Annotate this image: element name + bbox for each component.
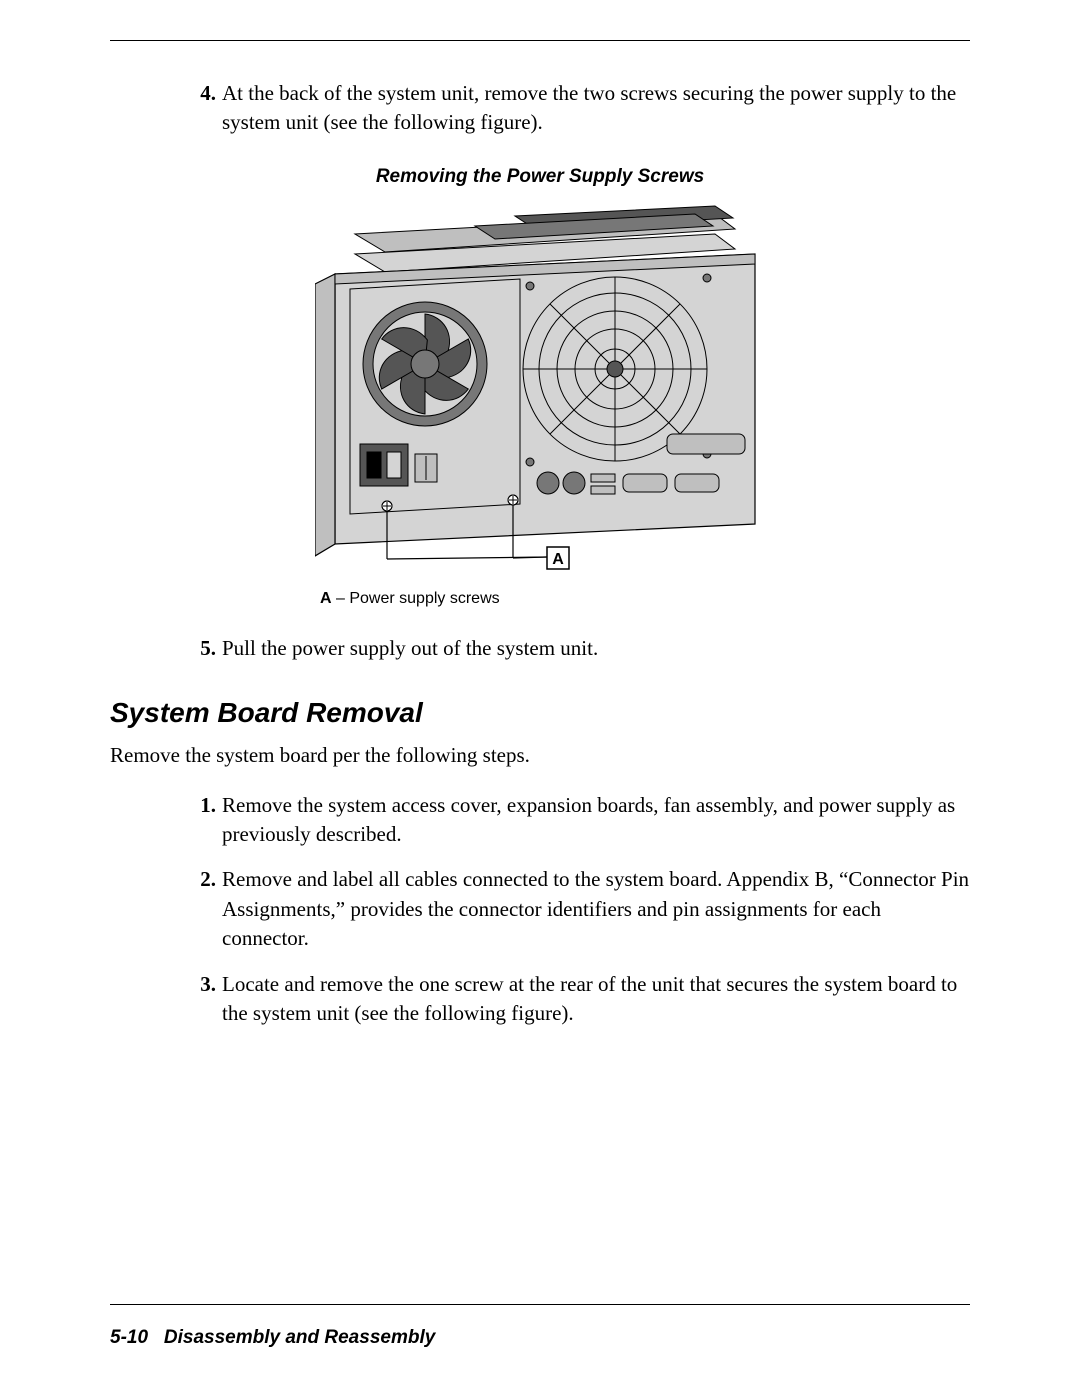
figure-power-supply-screws: A [315, 204, 765, 584]
step-number: 4. [190, 79, 216, 138]
steps-list: 1. Remove the system access cover, expan… [110, 791, 970, 1029]
figure-caption: Removing the Power Supply Screws [110, 166, 970, 188]
section-intro: Remove the system board per the followin… [110, 741, 970, 770]
step-text: Remove and label all cables connected to… [222, 865, 970, 953]
section-heading: System Board Removal [110, 697, 970, 729]
callout-a-label: A [552, 551, 564, 568]
step-text: Locate and remove the one screw at the r… [222, 970, 970, 1029]
step-number: 2. [190, 865, 216, 953]
step-5: 5. Pull the power supply out of the syst… [190, 634, 970, 663]
step-text: Remove the system access cover, expansio… [222, 791, 970, 850]
page-footer: 5-10 Disassembly and Reassembly [110, 1327, 435, 1349]
list-item: 3. Locate and remove the one screw at th… [190, 970, 970, 1029]
top-rule [110, 40, 970, 41]
step-text: Pull the power supply out of the system … [222, 634, 970, 663]
step-4: 4. At the back of the system unit, remov… [190, 79, 970, 138]
step-number: 5. [190, 634, 216, 663]
footer-title: Disassembly and Reassembly [164, 1327, 435, 1348]
bottom-rule [110, 1304, 970, 1305]
step-number: 1. [190, 791, 216, 850]
figure-legend-text: – Power supply screws [332, 590, 500, 607]
figure-legend-key: A [320, 590, 332, 607]
list-item: 2. Remove and label all cables connected… [190, 865, 970, 953]
power-supply-diagram-icon: A [315, 204, 765, 584]
list-item: 1. Remove the system access cover, expan… [190, 791, 970, 850]
step-number: 3. [190, 970, 216, 1029]
step-text: At the back of the system unit, remove t… [222, 79, 970, 138]
figure-legend: A – Power supply screws [320, 590, 970, 608]
footer-page-number: 5-10 [110, 1327, 148, 1348]
document-page: 4. At the back of the system unit, remov… [0, 0, 1080, 1397]
